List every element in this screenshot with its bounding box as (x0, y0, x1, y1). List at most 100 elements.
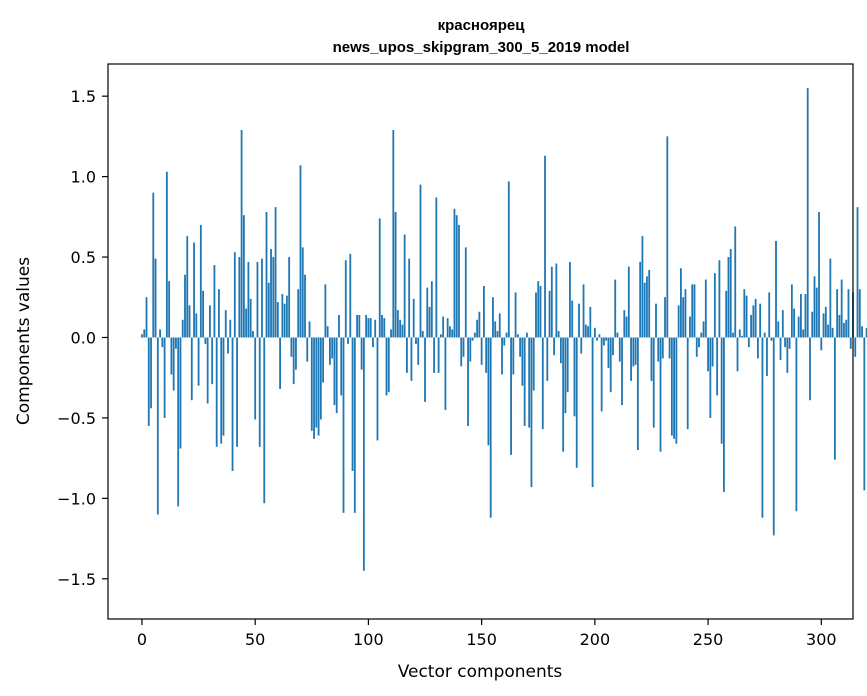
bar-101 (369, 318, 372, 338)
bar-256 (720, 337, 723, 444)
bar-196 (584, 324, 587, 338)
bar-266 (743, 289, 746, 338)
bar-54 (263, 337, 266, 504)
bar-117 (406, 337, 408, 373)
bar-203 (600, 337, 603, 412)
bar-155 (492, 297, 494, 338)
bar-180 (548, 290, 551, 338)
bar-115 (401, 324, 404, 338)
bar-240 (684, 289, 687, 338)
bar-273 (759, 303, 762, 338)
bar-75 (310, 337, 313, 431)
bar-170 (526, 332, 528, 338)
bar-207 (609, 337, 612, 393)
bar-226 (652, 337, 655, 428)
bar-272 (756, 337, 759, 359)
bar-8 (159, 329, 161, 338)
bar-144 (467, 337, 469, 426)
bar-269 (750, 314, 752, 338)
bar-39 (229, 319, 232, 338)
bar-211 (618, 337, 621, 362)
bar-20 (186, 236, 189, 338)
bar-148 (476, 319, 479, 338)
bar-51 (256, 261, 259, 338)
bar-98 (362, 337, 365, 571)
bar-267 (745, 295, 748, 338)
bar-243 (691, 284, 694, 338)
bar-235 (673, 337, 676, 439)
bar-152 (485, 337, 488, 373)
bar-173 (532, 337, 535, 391)
bar-249 (704, 279, 707, 338)
bar-95 (356, 314, 358, 338)
bar-3 (147, 337, 150, 426)
bar-140 (458, 224, 460, 338)
bar-40 (231, 337, 234, 471)
bar-35 (220, 337, 223, 444)
bar-55 (265, 212, 268, 338)
bar-1 (143, 329, 146, 338)
bar-193 (578, 303, 580, 338)
bar-71 (301, 247, 304, 338)
bar-88 (340, 337, 343, 396)
bar-164 (512, 337, 515, 375)
bar-11 (165, 171, 168, 338)
bar-41 (233, 252, 236, 338)
y-tick-label: 0.5 (71, 248, 96, 267)
bar-206 (607, 337, 610, 369)
y-tick-label: 1.5 (71, 87, 96, 106)
bar-89 (342, 337, 345, 513)
bar-177 (541, 337, 544, 430)
bar-9 (161, 337, 164, 348)
bar-24 (195, 313, 198, 338)
x-axis-label: Vector components (398, 662, 563, 682)
bar-304 (829, 258, 832, 338)
bar-131 (437, 337, 440, 373)
bar-159 (501, 337, 503, 375)
bar-76 (313, 337, 315, 439)
bar-279 (772, 337, 775, 536)
bar-16 (177, 337, 180, 507)
bar-124 (421, 331, 424, 338)
bar-119 (410, 337, 413, 381)
bar-122 (417, 337, 420, 365)
bar-10 (163, 337, 166, 418)
bar-90 (344, 260, 347, 338)
bar-80 (322, 337, 325, 383)
bar-45 (242, 215, 245, 338)
bar-248 (702, 321, 705, 338)
bar-19 (184, 274, 186, 338)
bar-290 (797, 316, 800, 338)
bar-73 (306, 337, 309, 362)
bar-48 (249, 298, 252, 338)
chart-subtitle: news_upos_skipgram_300_5_2019 model (333, 39, 630, 56)
bar-268 (747, 337, 750, 348)
bar-253 (713, 273, 716, 338)
bar-65 (288, 257, 291, 338)
x-axis-ticks: 0 50 100 150 200 250 300 (137, 619, 837, 649)
bar-283 (781, 310, 784, 338)
bar-258 (725, 290, 728, 338)
bar-214 (625, 316, 628, 338)
bar-116 (403, 234, 406, 338)
bar-133 (442, 316, 445, 338)
bar-123 (419, 184, 422, 338)
bar-271 (754, 298, 757, 338)
bar-299 (818, 212, 820, 338)
bar-302 (824, 306, 827, 338)
bar-153 (487, 337, 490, 446)
bar-112 (394, 212, 397, 338)
bar-60 (276, 302, 279, 338)
bar-79 (319, 337, 322, 420)
bar-61 (279, 337, 281, 389)
bar-121 (415, 337, 417, 344)
bar-96 (358, 314, 361, 338)
bar-218 (634, 337, 637, 365)
bar-254 (716, 337, 719, 396)
bar-208 (612, 337, 614, 356)
bar-184 (557, 331, 560, 338)
bar-251 (709, 337, 712, 418)
bar-118 (408, 258, 411, 338)
bar-284 (784, 337, 786, 348)
bar-317 (858, 289, 861, 338)
